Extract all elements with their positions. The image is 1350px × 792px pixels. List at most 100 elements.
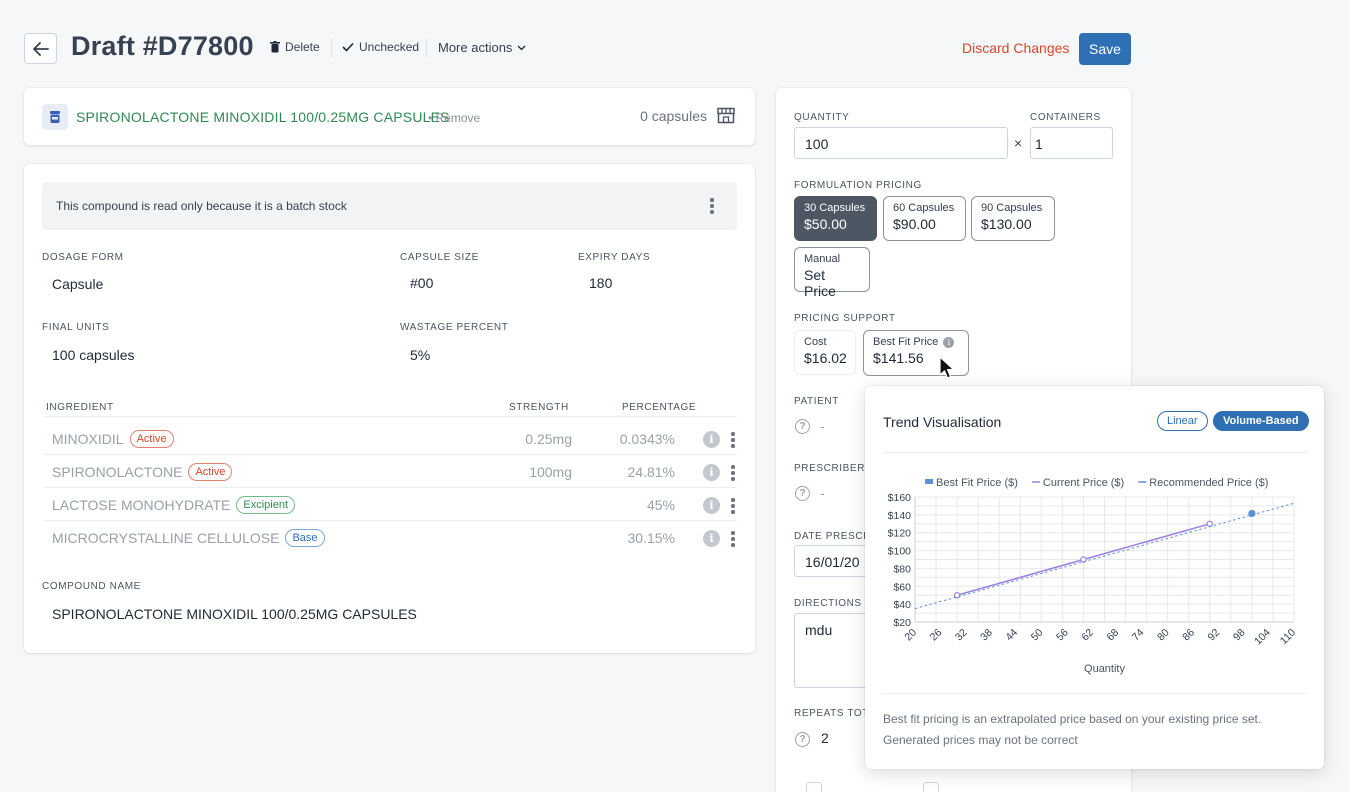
ingredient-strength: 100mg	[529, 464, 572, 480]
x-axis-label: Quantity	[1084, 663, 1125, 675]
patient-value[interactable]: -	[820, 418, 825, 434]
product-card: SPIRONOLACTONE MINOXIDIL 100/0.25MG CAPS…	[24, 88, 755, 145]
containers-input[interactable]: 1	[1030, 127, 1113, 159]
x-tick-label: 104	[1252, 627, 1273, 648]
x-tick-label: 80	[1155, 627, 1172, 644]
more-actions-label: More actions	[438, 40, 513, 55]
mouse-cursor-icon	[939, 356, 955, 379]
ingredient-percentage: 45%	[646, 497, 675, 513]
current-price-point	[1080, 556, 1087, 563]
y-tick-label: $80	[893, 563, 911, 575]
price-option-label: 30 Capsules	[804, 202, 866, 214]
ingredient-row: SPIRONOLACTONE Active	[52, 463, 233, 481]
info-icon[interactable]: i	[703, 530, 720, 547]
store-icon[interactable]	[717, 107, 735, 129]
back-button[interactable]	[24, 33, 57, 64]
current-price-point	[1206, 520, 1213, 527]
wastage-value: 5%	[410, 347, 431, 363]
patient-label: PATIENT	[794, 396, 839, 407]
chevron-down-icon	[517, 45, 526, 50]
y-tick-label: $140	[888, 510, 912, 522]
owing-checkbox[interactable]	[923, 782, 939, 792]
best-fit-label-row: Best Fit Price i	[873, 336, 959, 348]
dosage-form-label: DOSAGE FORM	[42, 252, 124, 263]
info-icon[interactable]: i	[703, 464, 720, 481]
ingredient-badge: Base	[285, 529, 325, 547]
discard-changes-button[interactable]: Discard Changes	[962, 40, 1070, 56]
row-menu-icon[interactable]	[731, 498, 735, 514]
multiply-sign: ×	[1014, 135, 1023, 151]
repeats-label: REPEATS TOT	[794, 708, 869, 719]
divider	[883, 693, 1307, 694]
best-fit-label: Best Fit Price	[873, 336, 939, 348]
ingredient-percentage: 24.81%	[627, 464, 675, 480]
x-tick-label: 92	[1206, 627, 1223, 644]
y-tick-label: $60	[893, 581, 911, 593]
expiry-days-value: 180	[589, 275, 613, 291]
final-units-value: 100 capsules	[52, 347, 135, 363]
legend-label: Current Price ($)	[1043, 477, 1124, 489]
price-option-manual[interactable]: Manual Set Price	[794, 247, 870, 299]
prescriber-value[interactable]: -	[820, 485, 825, 501]
linear-toggle[interactable]: Linear	[1157, 411, 1208, 431]
save-button[interactable]: Save	[1079, 33, 1131, 65]
deferred-checkbox[interactable]	[806, 782, 822, 792]
y-tick-label: $160	[888, 492, 912, 504]
directions-label: DIRECTIONS F	[794, 598, 872, 609]
x-tick-label: 62	[1079, 627, 1096, 644]
ingredient-percentage: 30.15%	[627, 530, 675, 546]
product-name-link[interactable]: SPIRONOLACTONE MINOXIDIL 100/0.25MG CAPS…	[76, 109, 450, 125]
legend-label: Best Fit Price ($)	[936, 477, 1018, 489]
x-tick-label: 38	[978, 627, 995, 644]
row-menu-icon[interactable]	[731, 465, 735, 481]
quantity-input[interactable]: 100	[794, 127, 1008, 159]
info-icon[interactable]: i	[703, 431, 720, 448]
popover-note: Best fit pricing is an extrapolated pric…	[883, 712, 1262, 747]
info-icon[interactable]: i	[703, 497, 720, 514]
x-tick-label: 74	[1130, 627, 1147, 644]
page-title: Draft #D77800	[71, 31, 254, 61]
repeats-value[interactable]: 2	[821, 730, 829, 746]
ingredient-name: MINOXIDIL	[52, 431, 124, 447]
dosage-form-value: Capsule	[52, 276, 104, 292]
ingredient-percentage: 0.0343%	[619, 431, 675, 447]
capsule-size-label: CAPSULE SIZE	[400, 252, 479, 263]
row-menu-icon[interactable]	[731, 531, 735, 547]
cost-value: $16.02	[804, 350, 847, 366]
unchecked-button[interactable]: Unchecked	[342, 40, 419, 54]
formulation-pricing-label: FORMULATION PRICING	[794, 180, 922, 191]
price-option-60[interactable]: 60 Capsules $90.00	[883, 196, 966, 241]
trash-icon	[270, 41, 280, 53]
delete-button[interactable]: Delete	[270, 40, 320, 54]
y-tick-label: $100	[888, 546, 912, 558]
ingredient-badge: Active	[188, 463, 233, 481]
cost-box: Cost $16.02	[794, 330, 856, 375]
ingredient-strength: 0.25mg	[525, 431, 572, 447]
price-option-label: 60 Capsules	[893, 202, 955, 214]
strength-header: STRENGTH	[509, 402, 569, 413]
trend-visualisation-popover: Trend Visualisation Linear Volume-Based …	[865, 386, 1324, 769]
help-icon: ?	[795, 486, 810, 501]
price-option-value: Set Price	[804, 267, 836, 299]
price-option-30[interactable]: 30 Capsules $50.00	[794, 196, 877, 241]
more-actions-dropdown[interactable]: More actions	[438, 40, 526, 55]
x-tick-label: 20	[902, 627, 919, 644]
price-option-90[interactable]: 90 Capsules $130.00	[971, 196, 1055, 241]
ingredient-badge: Excipient	[236, 496, 296, 514]
price-option-value: $130.00	[981, 216, 1032, 232]
date-prescribed-label: DATE PRESCR	[794, 531, 871, 542]
row-menu-icon[interactable]	[731, 432, 735, 448]
capsule-bottle-icon	[42, 104, 68, 130]
x-tick-label: 32	[953, 627, 970, 644]
notice-menu-icon[interactable]	[710, 198, 714, 214]
divider	[331, 39, 332, 57]
divider	[44, 454, 737, 455]
read-only-notice: This compound is read only because it is…	[42, 182, 737, 230]
capsule-count: 0 capsules	[640, 108, 707, 124]
ingredient-name: LACTOSE MONOHYDRATE	[52, 497, 231, 513]
recommended-price-line	[914, 502, 1295, 610]
volume-based-toggle[interactable]: Volume-Based	[1213, 411, 1309, 431]
price-option-value: $90.00	[893, 216, 936, 232]
best-fit-point	[1248, 509, 1256, 518]
remove-product-link[interactable]: • Remove	[428, 111, 481, 125]
